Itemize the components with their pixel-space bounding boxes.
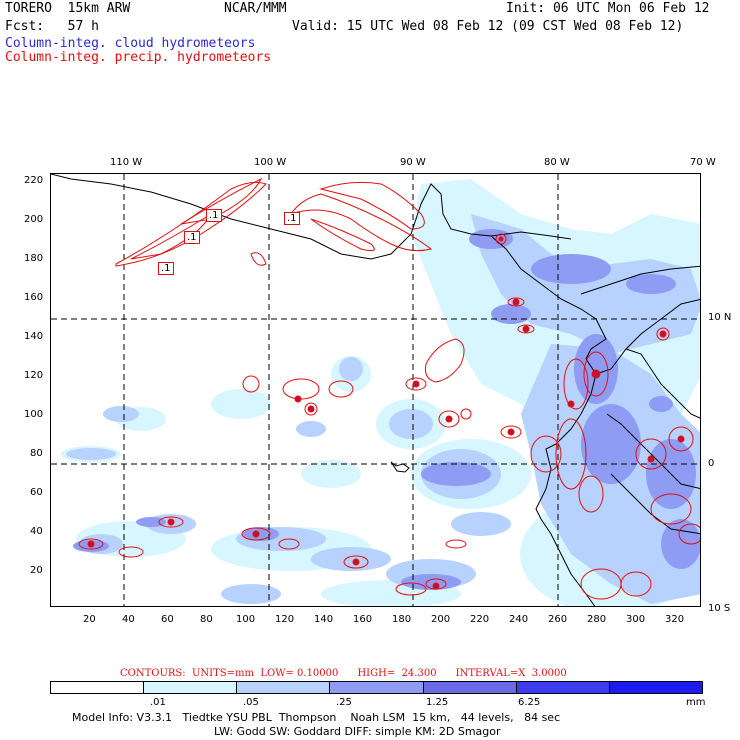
model-info: Model Info: V3.3.1 Tiedtke YSU PBL Thomp… <box>72 711 561 724</box>
field-precip-label: Column-integ. precip. hydrometeors <box>5 50 272 65</box>
contour-label: .1 <box>184 231 200 244</box>
colorbar-swatch <box>516 682 610 693</box>
colorbar-swatch <box>51 682 145 693</box>
colorbar-swatch <box>423 682 517 693</box>
org-label: NCAR/MMM <box>224 1 287 16</box>
valid-time: Valid: 15 UTC Wed 08 Feb 12 (09 CST Wed … <box>292 19 684 34</box>
forecast-hour: Fcst: 57 h <box>5 19 99 34</box>
field-cloud-label: Column-integ. cloud hydrometeors <box>5 36 256 51</box>
y-tick: 160 <box>24 292 44 303</box>
x-tick: 260 <box>548 614 568 625</box>
y-tick: 120 <box>24 370 44 381</box>
y-tick: 200 <box>24 214 44 225</box>
contour-label: .1 <box>206 209 222 222</box>
y-tick: 60 <box>30 487 43 498</box>
x-tick: 320 <box>665 614 685 625</box>
x-tick: 200 <box>431 614 451 625</box>
y-tick: 180 <box>24 253 44 264</box>
contours-info: CONTOURS: UNITS=mm LOW= 0.10000 HIGH= 24… <box>120 668 567 679</box>
map-panel <box>50 173 701 607</box>
y-tick: 100 <box>24 409 44 420</box>
x-tick: 300 <box>626 614 646 625</box>
x-tick: 220 <box>470 614 490 625</box>
lat-label-10s: 10 S <box>708 603 731 614</box>
colorbar-swatch <box>609 682 702 693</box>
x-tick: 120 <box>275 614 295 625</box>
physics-info: LW: Godd SW: Goddard DIFF: simple KM: 2D… <box>214 725 501 738</box>
x-tick: 80 <box>200 614 213 625</box>
x-tick: 280 <box>587 614 607 625</box>
lon-label-70w: 70 W <box>690 157 716 168</box>
colorbar-label: .01 <box>150 697 166 708</box>
map-svg <box>51 174 700 606</box>
colorbar-swatch <box>237 682 331 693</box>
colorbar-units: mm <box>686 697 706 708</box>
x-tick: 40 <box>122 614 135 625</box>
colorbar <box>50 681 703 694</box>
lon-label-80w: 80 W <box>544 157 570 168</box>
colorbar-label: 6.25 <box>518 697 541 708</box>
contour-label: .1 <box>158 262 174 275</box>
precip-cores <box>87 236 685 590</box>
colorbar-label: .05 <box>243 697 259 708</box>
x-tick: 240 <box>509 614 529 625</box>
init-time: Init: 06 UTC Mon 06 Feb 12 <box>506 1 710 16</box>
lon-label-90w: 90 W <box>400 157 426 168</box>
x-tick: 20 <box>83 614 96 625</box>
colorbar-swatch <box>144 682 238 693</box>
colorbar-label: .25 <box>336 697 352 708</box>
y-tick: 140 <box>24 331 44 342</box>
x-tick: 140 <box>314 614 334 625</box>
contour-label: .1 <box>284 212 300 225</box>
colorbar-swatch <box>330 682 424 693</box>
model-title: TORERO 15km ARW <box>5 1 131 16</box>
x-tick: 160 <box>353 614 373 625</box>
lat-label-10n: 10 N <box>708 312 732 323</box>
lon-label-110w: 110 W <box>110 157 143 168</box>
y-tick: 80 <box>30 448 43 459</box>
lon-label-100w: 100 W <box>254 157 287 168</box>
lat-label-0: 0 <box>708 458 715 469</box>
y-tick: 20 <box>30 565 43 576</box>
precip-contours <box>78 177 700 600</box>
coastlines <box>51 174 700 606</box>
x-tick: 100 <box>236 614 256 625</box>
y-tick: 40 <box>30 526 43 537</box>
y-tick: 220 <box>24 175 44 186</box>
colorbar-label: 1.25 <box>426 697 449 708</box>
x-tick: 60 <box>161 614 174 625</box>
x-tick: 180 <box>392 614 412 625</box>
